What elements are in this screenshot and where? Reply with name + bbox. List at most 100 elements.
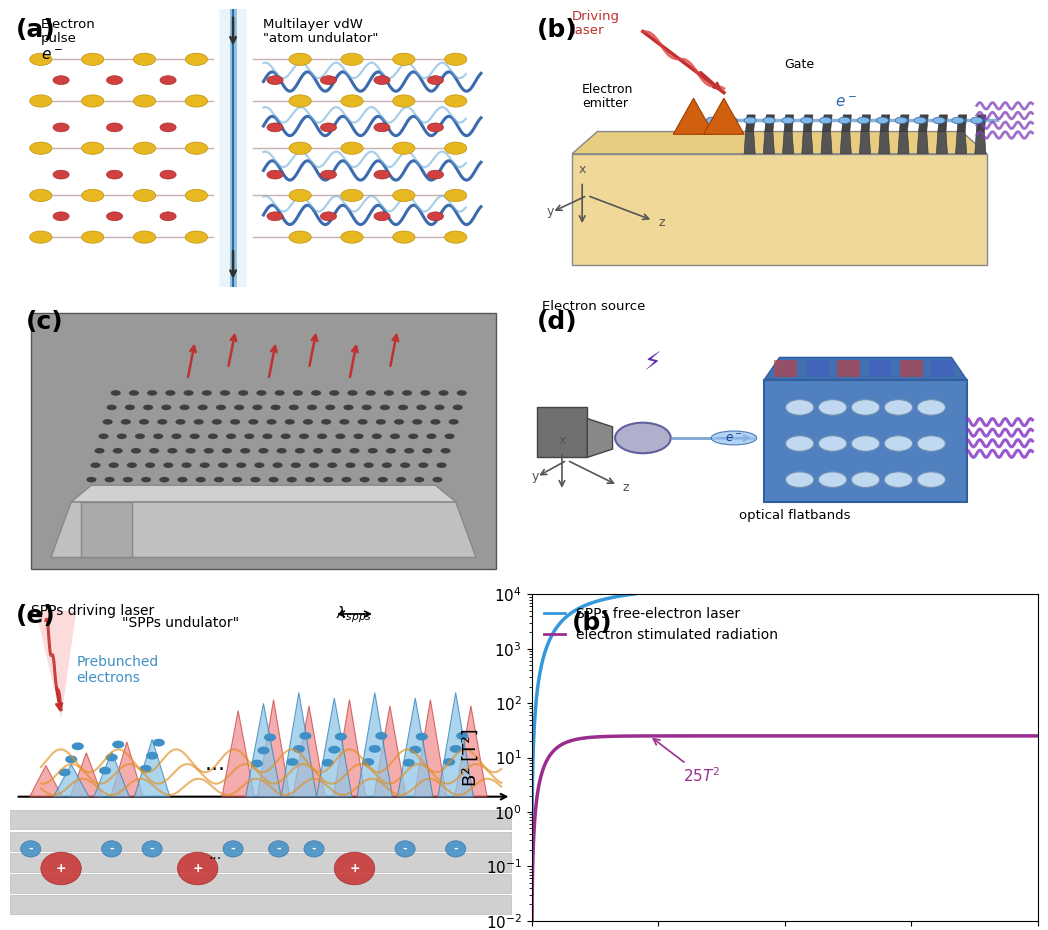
Text: (a): (a) (16, 18, 56, 42)
Bar (10, 853, 511, 871)
Circle shape (272, 462, 283, 468)
Circle shape (405, 448, 414, 454)
Circle shape (160, 123, 176, 132)
Circle shape (744, 117, 757, 124)
Polygon shape (673, 99, 714, 134)
Circle shape (346, 462, 355, 468)
Polygon shape (803, 115, 813, 131)
Circle shape (917, 472, 945, 487)
Circle shape (348, 391, 357, 396)
Circle shape (267, 75, 283, 85)
Circle shape (444, 190, 466, 202)
Circle shape (53, 170, 69, 179)
Polygon shape (802, 131, 813, 153)
Circle shape (818, 472, 847, 487)
Circle shape (376, 419, 386, 425)
Circle shape (313, 448, 323, 454)
Circle shape (262, 433, 272, 439)
Text: Driving: Driving (572, 10, 620, 23)
Text: electrons: electrons (77, 671, 140, 685)
Circle shape (364, 462, 374, 468)
Circle shape (374, 212, 390, 220)
Circle shape (323, 477, 333, 483)
Circle shape (135, 433, 145, 439)
Polygon shape (745, 115, 756, 131)
Circle shape (341, 142, 363, 154)
Text: (c): (c) (25, 311, 63, 334)
Circle shape (141, 477, 151, 483)
Ellipse shape (304, 841, 324, 857)
Circle shape (394, 419, 405, 425)
Circle shape (157, 419, 168, 425)
Circle shape (885, 436, 913, 451)
Circle shape (818, 400, 847, 415)
Circle shape (208, 433, 218, 439)
Circle shape (396, 477, 407, 483)
Polygon shape (94, 751, 129, 797)
Circle shape (402, 391, 412, 396)
Circle shape (357, 419, 368, 425)
Circle shape (818, 436, 847, 451)
Circle shape (431, 419, 440, 425)
Text: $e^-$: $e^-$ (725, 432, 743, 445)
Bar (900, 360, 922, 377)
Circle shape (615, 423, 671, 453)
Circle shape (393, 190, 415, 202)
Circle shape (408, 433, 418, 439)
Circle shape (133, 190, 156, 202)
Circle shape (801, 117, 813, 124)
Circle shape (234, 405, 244, 410)
Circle shape (183, 391, 194, 396)
Circle shape (706, 117, 719, 124)
Circle shape (322, 759, 333, 766)
Circle shape (267, 212, 283, 220)
Circle shape (127, 462, 137, 468)
Circle shape (917, 400, 945, 415)
Circle shape (111, 391, 121, 396)
Circle shape (181, 462, 192, 468)
Circle shape (270, 405, 281, 410)
Circle shape (851, 436, 879, 451)
Circle shape (450, 745, 462, 752)
Circle shape (123, 477, 133, 483)
Ellipse shape (177, 852, 218, 884)
Circle shape (321, 75, 336, 85)
Circle shape (374, 170, 390, 179)
Circle shape (444, 95, 466, 107)
Bar (10, 810, 511, 830)
Circle shape (175, 419, 185, 425)
Text: Electron source: Electron source (542, 300, 646, 313)
Circle shape (786, 436, 814, 451)
Bar (837, 360, 860, 377)
Text: -: - (277, 844, 281, 854)
Circle shape (125, 405, 135, 410)
Circle shape (820, 117, 832, 124)
Circle shape (782, 117, 794, 124)
Circle shape (428, 212, 443, 220)
Polygon shape (861, 115, 871, 131)
Circle shape (393, 95, 415, 107)
Polygon shape (281, 693, 316, 797)
Circle shape (99, 766, 111, 775)
Circle shape (143, 405, 153, 410)
Circle shape (786, 472, 814, 487)
Circle shape (222, 448, 232, 454)
Circle shape (218, 462, 228, 468)
Circle shape (402, 759, 415, 766)
Circle shape (440, 448, 451, 454)
Bar (869, 360, 891, 377)
Polygon shape (765, 115, 774, 131)
Circle shape (786, 400, 814, 415)
Text: "atom undulator": "atom undulator" (263, 32, 378, 45)
Circle shape (409, 746, 421, 753)
Circle shape (416, 733, 428, 740)
Text: Electron: Electron (583, 83, 634, 96)
Polygon shape (572, 131, 987, 153)
Legend: SPPs free-electron laser, electron stimulated radiation: SPPs free-electron laser, electron stimu… (539, 602, 784, 647)
Ellipse shape (41, 852, 82, 884)
Circle shape (194, 419, 203, 425)
Text: x: x (578, 164, 586, 176)
Circle shape (82, 95, 104, 107)
Text: y: y (531, 470, 539, 483)
Circle shape (318, 433, 327, 439)
